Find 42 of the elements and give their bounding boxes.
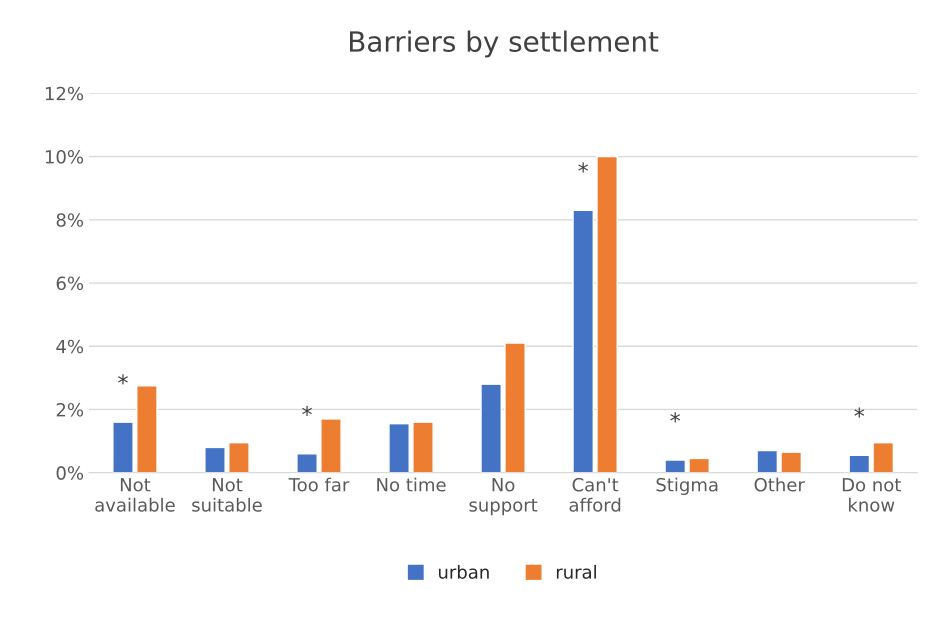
y-tick-label: 10% bbox=[46, 150, 84, 164]
chart-title: Barriers by settlement bbox=[350, 30, 658, 58]
x-tick-label: No time bbox=[377, 478, 446, 492]
bar bbox=[848, 454, 870, 473]
bar bbox=[136, 385, 158, 473]
bar bbox=[596, 156, 618, 473]
bar bbox=[572, 210, 594, 473]
bar bbox=[296, 453, 318, 473]
x-tick-label: No support bbox=[469, 478, 538, 516]
bar bbox=[780, 451, 802, 473]
y-tick-label: 4% bbox=[56, 340, 84, 354]
bar bbox=[388, 423, 410, 473]
x-tick-label: Do not know bbox=[842, 478, 901, 512]
x-tick-label: Stigma bbox=[656, 478, 718, 496]
annotation: * bbox=[854, 407, 864, 418]
y-tick-label: 2% bbox=[56, 402, 84, 417]
bar bbox=[412, 421, 434, 473]
y-tick-label: 8% bbox=[56, 213, 84, 227]
bar bbox=[204, 446, 226, 473]
bar bbox=[756, 450, 778, 473]
bar bbox=[664, 459, 686, 473]
bar bbox=[504, 342, 526, 473]
x-tick-label: Not suitable bbox=[192, 478, 262, 512]
x-tick-label: Other bbox=[754, 478, 805, 492]
annotation: * bbox=[302, 406, 312, 416]
x-tick-label: Too far bbox=[288, 478, 350, 492]
legend-label: rural bbox=[556, 564, 596, 579]
bar bbox=[228, 442, 250, 473]
legend-label: urban bbox=[438, 564, 489, 579]
bar bbox=[480, 383, 502, 473]
y-tick-label: 12% bbox=[46, 86, 84, 100]
bar bbox=[320, 418, 342, 473]
annotation: * bbox=[670, 412, 680, 422]
bar bbox=[872, 442, 894, 473]
annotation: * bbox=[118, 374, 128, 384]
annotation: * bbox=[578, 162, 588, 173]
x-tick-label: Can't afford bbox=[570, 478, 620, 512]
bar bbox=[112, 421, 134, 473]
y-tick-label: 6% bbox=[56, 276, 84, 290]
y-tick-label: 0% bbox=[56, 466, 84, 480]
x-tick-label: Not available bbox=[95, 478, 175, 512]
bar bbox=[688, 458, 710, 473]
